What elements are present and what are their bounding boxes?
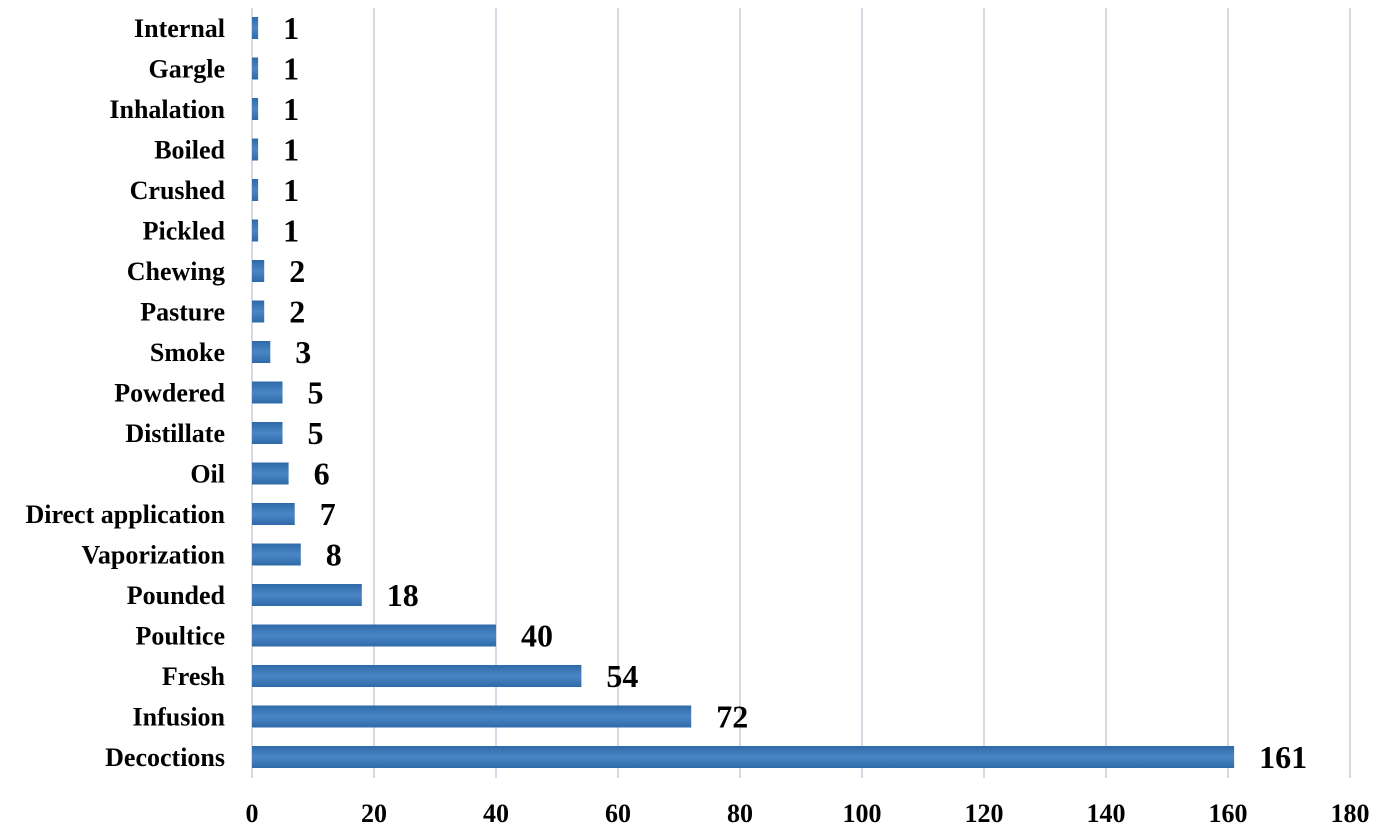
x-tick-label-0: 0 — [246, 799, 259, 828]
x-tick-label-40: 40 — [483, 799, 509, 828]
category-label-internal: Internal — [134, 14, 225, 43]
category-label-powdered: Powdered — [114, 379, 225, 408]
bar-boiled — [252, 138, 259, 161]
category-label-crushed: Crushed — [130, 176, 226, 205]
value-label-crushed: 1 — [283, 172, 299, 208]
value-label-internal: 1 — [283, 10, 299, 46]
category-label-smoke: Smoke — [150, 338, 225, 367]
bar-powdered — [252, 381, 283, 404]
value-label-decoctions: 161 — [1259, 739, 1307, 775]
x-tick-label-180: 180 — [1331, 799, 1370, 828]
value-label-powdered: 5 — [308, 375, 324, 411]
bar-pounded — [252, 584, 362, 606]
x-tick-label-80: 80 — [727, 799, 753, 828]
x-tick-label-120: 120 — [965, 799, 1004, 828]
value-label-inhalation: 1 — [283, 91, 299, 127]
bar-inhalation — [252, 98, 259, 120]
value-label-infusion: 72 — [716, 699, 748, 735]
value-labels: 161 72 54 40 18 8 7 6 5 5 3 2 2 1 1 1 1 1 1 — [283, 10, 1307, 775]
category-label-pasture: Pasture — [140, 298, 225, 327]
bar-poultice — [252, 624, 496, 647]
category-labels: Decoctions Infusion Fresh Poultice Pounded Va… — [25, 14, 225, 772]
value-label-direct-application: 7 — [320, 496, 336, 532]
category-label-vaporization: Vaporization — [82, 541, 226, 570]
value-label-vaporization: 8 — [326, 537, 342, 573]
category-label-gargle: Gargle — [148, 55, 225, 84]
bar-crushed — [252, 179, 259, 201]
bar-direct-application — [252, 503, 295, 525]
value-label-distillate: 5 — [308, 415, 324, 451]
value-label-smoke: 3 — [295, 334, 311, 370]
category-label-boiled: Boiled — [154, 136, 225, 165]
value-label-fresh: 54 — [606, 658, 638, 694]
category-label-oil: Oil — [190, 460, 225, 489]
category-label-decoctions: Decoctions — [105, 743, 225, 772]
x-tick-label-60: 60 — [605, 799, 631, 828]
category-label-direct-application: Direct application — [25, 500, 225, 529]
bar-internal — [252, 17, 259, 39]
bar-oil — [252, 462, 289, 485]
bar-smoke — [252, 341, 271, 363]
x-axis-tick-labels: 0 20 40 60 80 100 120 140 160 180 — [246, 799, 1370, 828]
category-label-inhalation: Inhalation — [109, 95, 225, 124]
category-label-fresh: Fresh — [162, 662, 226, 691]
bars — [252, 17, 1235, 768]
value-label-boiled: 1 — [283, 132, 299, 168]
x-tick-label-160: 160 — [1209, 799, 1248, 828]
value-label-chewing: 2 — [289, 253, 305, 289]
bar-decoctions — [252, 746, 1235, 768]
category-label-infusion: Infusion — [133, 703, 226, 732]
x-tick-label-20: 20 — [361, 799, 387, 828]
value-label-oil: 6 — [314, 456, 330, 492]
value-label-pounded: 18 — [387, 577, 419, 613]
grid-lines — [251, 8, 1351, 778]
bar-chewing — [252, 260, 265, 282]
bar-fresh — [252, 665, 582, 687]
value-label-pickled: 1 — [283, 213, 299, 249]
bar-distillate — [252, 422, 283, 444]
bar-vaporization — [252, 543, 301, 566]
bar-gargle — [252, 57, 259, 80]
category-label-distillate: Distillate — [125, 419, 225, 448]
x-tick-label-140: 140 — [1087, 799, 1126, 828]
category-label-chewing: Chewing — [127, 257, 225, 286]
bar-infusion — [252, 705, 692, 728]
value-label-gargle: 1 — [283, 51, 299, 87]
bar-pickled — [252, 219, 259, 242]
category-label-pickled: Pickled — [143, 217, 226, 246]
value-label-poultice: 40 — [521, 618, 553, 654]
category-label-poultice: Poultice — [135, 622, 225, 651]
x-tick-label-100: 100 — [843, 799, 882, 828]
value-label-pasture: 2 — [289, 294, 305, 330]
category-label-pounded: Pounded — [127, 581, 226, 610]
bar-pasture — [252, 300, 265, 323]
